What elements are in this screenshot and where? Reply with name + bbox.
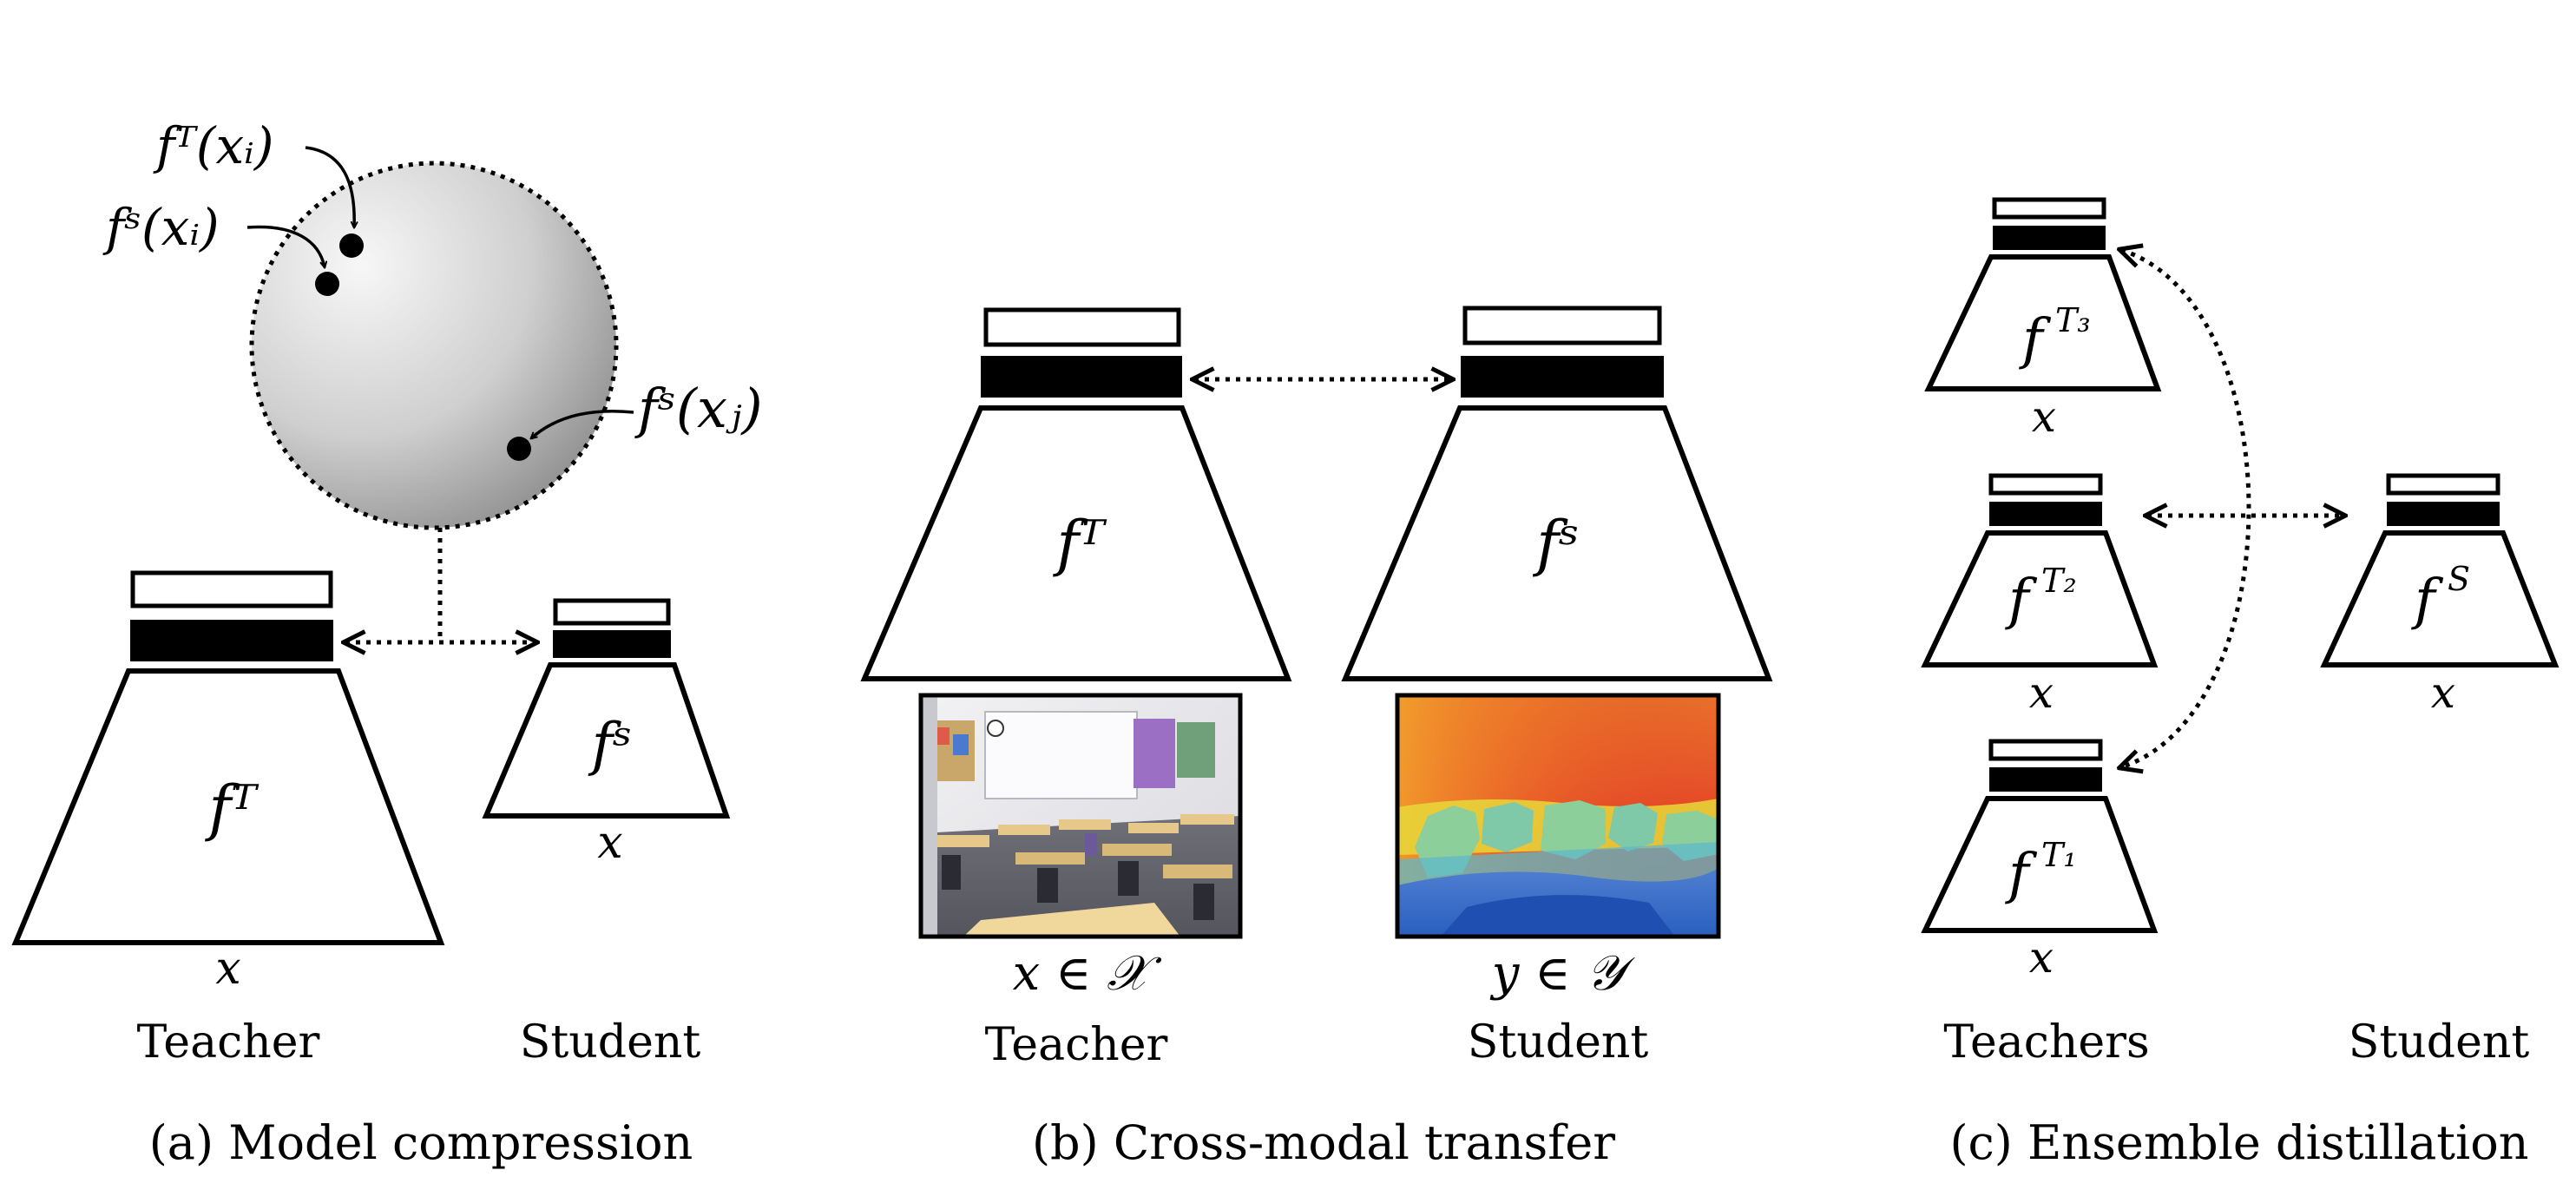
student-label-a: Student bbox=[520, 1016, 701, 1069]
student-head-filled-c bbox=[2387, 502, 2500, 526]
teacher-input-a: x bbox=[215, 943, 240, 995]
point-student-xj bbox=[507, 437, 531, 461]
student-label-b: Student bbox=[1468, 1016, 1649, 1069]
student-head-filled-b bbox=[1461, 356, 1664, 398]
teachers-label-c: Teachers bbox=[1943, 1016, 2149, 1069]
student-body-b bbox=[1341, 405, 1773, 681]
teacher-head-open-b bbox=[983, 307, 1181, 347]
teacher-2-network: f T₂ bbox=[1921, 473, 2159, 667]
student-network-c: f S bbox=[2320, 473, 2560, 667]
teacher-3-body bbox=[1924, 254, 2162, 391]
teacher-3-network: f T₃ bbox=[1924, 197, 2162, 391]
teacher-network-a: fᵀ bbox=[11, 570, 445, 945]
teacher-2-head-filled bbox=[1989, 502, 2102, 526]
student-net-sup-c: S bbox=[2448, 560, 2470, 598]
teacher-1-net-sup: T₁ bbox=[2041, 836, 2077, 874]
panel-cross-modal-transfer: fᵀ fˢ bbox=[860, 306, 1773, 1170]
rgb-classroom-image bbox=[918, 693, 1243, 939]
teacher-3-net-sup: T₃ bbox=[2055, 301, 2091, 339]
student-body bbox=[482, 662, 731, 819]
student-head-open bbox=[553, 598, 671, 626]
teacher-label-b: Teacher bbox=[985, 1019, 1168, 1071]
student-input-b: y ∈ 𝒴 bbox=[1489, 945, 1636, 1002]
caption-b: (b) Cross-modal transfer bbox=[1032, 1115, 1615, 1170]
point-teacher-xi bbox=[339, 233, 364, 258]
pointer-student-xi bbox=[246, 225, 325, 267]
depth-image bbox=[1395, 693, 1721, 939]
student-head-open-b bbox=[1462, 306, 1662, 345]
student-net-label-b: fˢ bbox=[1532, 508, 1580, 579]
teacher-1-network: f T₁ bbox=[1921, 739, 2159, 933]
teacher-3-input: x bbox=[2032, 391, 2056, 442]
teacher-body bbox=[11, 668, 445, 945]
student-input-c: x bbox=[2431, 667, 2455, 718]
teacher-head-filled bbox=[130, 620, 333, 661]
panel-ensemble-distillation: f T₃ x f T₂ x f T₁ x f S x bbox=[1921, 197, 2560, 1170]
teacher-2-input: x bbox=[2029, 667, 2054, 718]
teacher-2-head-open bbox=[1988, 473, 2103, 496]
label-student-xj: fˢ(xⱼ) bbox=[634, 377, 763, 440]
student-input-a: x bbox=[597, 817, 622, 869]
student-label-c: Student bbox=[2349, 1016, 2530, 1069]
teacher-body-b bbox=[860, 405, 1292, 681]
teacher-3-head-filled bbox=[1993, 226, 2106, 250]
feature-space-sphere bbox=[249, 161, 619, 530]
student-head-filled bbox=[553, 630, 671, 658]
pointer-student-xj bbox=[531, 410, 634, 438]
caption-a: (a) Model compression bbox=[149, 1115, 693, 1170]
teacher-network-b: fᵀ bbox=[860, 307, 1292, 681]
teacher-3-head-open bbox=[1992, 197, 2106, 220]
pointer-teacher-xi bbox=[305, 146, 354, 227]
student-network-b: fˢ bbox=[1341, 306, 1773, 681]
teacher-1-body bbox=[1921, 796, 2159, 933]
point-student-xi bbox=[315, 272, 339, 296]
teacher-head-filled-b bbox=[981, 356, 1182, 398]
connector-teacher-arc bbox=[2121, 250, 2251, 767]
teacher-label-a: Teacher bbox=[137, 1016, 320, 1069]
teacher-2-body bbox=[1921, 530, 2159, 667]
teacher-1-head-filled bbox=[1989, 767, 2102, 792]
caption-c: (c) Ensemble distillation bbox=[1949, 1115, 2528, 1170]
teacher-net-label-b: fᵀ bbox=[1052, 508, 1107, 579]
depth-image-frame bbox=[1395, 693, 1721, 939]
student-body-c bbox=[2320, 530, 2560, 667]
student-net-label-a: fˢ bbox=[588, 711, 633, 778]
label-student-xi: fˢ(xᵢ) bbox=[102, 198, 220, 257]
student-head-open-c bbox=[2386, 473, 2500, 496]
label-teacher-xi: fᵀ(xᵢ) bbox=[153, 116, 273, 175]
teacher-1-input: x bbox=[2029, 932, 2054, 983]
student-network-a: fˢ bbox=[482, 598, 731, 819]
teacher-net-label-a: fᵀ bbox=[204, 773, 260, 844]
rgb-image-frame bbox=[918, 693, 1243, 939]
teacher-input-b: x ∈ 𝒳 bbox=[1013, 945, 1163, 1002]
teacher-head-open bbox=[130, 570, 333, 608]
teacher-2-net-sup: T₂ bbox=[2041, 562, 2077, 600]
teacher-1-head-open bbox=[1988, 739, 2103, 761]
panel-model-compression: fᵀ(xᵢ) fˢ(xᵢ) fˢ(xⱼ) fᵀ x Teacher fˢ x S… bbox=[11, 116, 763, 1170]
